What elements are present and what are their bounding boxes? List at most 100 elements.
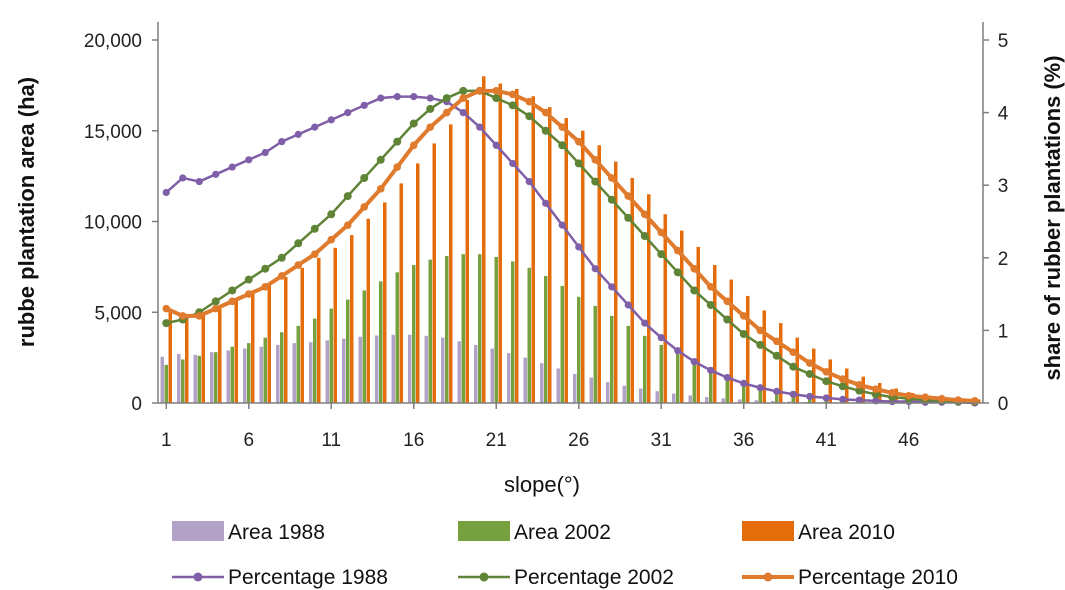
bar <box>379 281 383 403</box>
bar <box>655 391 659 403</box>
point <box>492 87 501 95</box>
point <box>426 123 435 131</box>
point <box>805 359 814 367</box>
bar <box>362 290 366 403</box>
point <box>244 290 253 298</box>
bar <box>412 265 416 403</box>
point <box>377 94 385 102</box>
x-tick-label: 36 <box>733 430 754 451</box>
legend-marker <box>193 572 203 582</box>
point <box>294 261 303 269</box>
bar <box>276 344 280 403</box>
bars-layer <box>160 76 981 404</box>
series-line <box>165 95 975 405</box>
point <box>673 268 682 277</box>
y-axis-left-title: rubbe plantation area (ha) <box>14 77 39 347</box>
legend-marker <box>763 572 773 582</box>
bar <box>589 377 593 403</box>
point <box>393 93 401 101</box>
bar <box>267 285 271 403</box>
point <box>245 156 253 164</box>
point <box>261 148 269 157</box>
point <box>228 163 236 171</box>
legend-item-line-2: Percentage 2002 <box>458 566 674 589</box>
bar <box>474 344 478 403</box>
legend-item-line-1: Percentage 1988 <box>172 566 388 589</box>
y-left-tick-label: 5,000 <box>94 303 142 324</box>
bar <box>709 370 713 403</box>
point <box>525 177 533 186</box>
bar <box>375 335 379 403</box>
point <box>459 94 468 102</box>
line-series-3 <box>162 87 979 405</box>
bar <box>432 143 436 403</box>
bar <box>894 388 898 403</box>
point <box>261 283 270 291</box>
bar <box>622 385 626 403</box>
point <box>327 235 336 244</box>
line-series-1 <box>162 93 979 407</box>
x-tick-label: 1 <box>161 430 172 451</box>
bar <box>977 399 981 403</box>
point <box>838 375 847 383</box>
point <box>904 391 913 400</box>
bar <box>185 314 189 403</box>
point <box>640 210 649 219</box>
point <box>360 101 368 109</box>
bar <box>779 323 783 403</box>
point <box>541 108 550 117</box>
x-axis-title: slope(°) <box>504 472 580 497</box>
point <box>525 97 534 106</box>
bar <box>399 183 403 403</box>
point <box>277 272 286 280</box>
bar <box>527 267 531 403</box>
bar <box>738 399 742 403</box>
bar <box>358 336 362 403</box>
point <box>393 137 402 146</box>
bar <box>680 230 684 403</box>
x-tick-label: 16 <box>403 430 424 451</box>
legend-marker <box>479 572 489 582</box>
lines-layer <box>162 86 979 407</box>
bar <box>791 393 795 403</box>
point <box>690 286 699 295</box>
bar <box>342 338 346 403</box>
bar <box>746 295 750 403</box>
point <box>426 104 435 113</box>
point <box>740 379 748 387</box>
legend-item-line-3: Percentage 2010 <box>742 566 958 589</box>
bar-series-1 <box>160 334 973 404</box>
point <box>327 116 335 124</box>
point <box>772 351 781 360</box>
bar <box>230 346 234 403</box>
point <box>179 174 187 182</box>
bar-series-2 <box>164 254 977 403</box>
bar <box>639 388 643 403</box>
point <box>937 394 946 403</box>
legend-label: Percentage 1988 <box>228 566 388 589</box>
point <box>855 381 864 389</box>
point <box>360 203 369 211</box>
x-tick-label: 41 <box>816 430 837 451</box>
legend-item-bar-1: Area 1988 <box>172 521 325 544</box>
point <box>690 264 699 273</box>
point <box>624 213 633 222</box>
point <box>211 297 220 306</box>
bar <box>441 337 445 403</box>
point <box>360 173 369 182</box>
bar <box>218 305 222 403</box>
point <box>508 101 517 110</box>
legend-item-bar-3: Area 2010 <box>742 521 895 544</box>
point <box>855 396 863 404</box>
bar <box>346 299 350 403</box>
legend-label: Area 2010 <box>798 521 895 544</box>
point <box>228 297 237 306</box>
bar <box>309 342 313 403</box>
point <box>542 199 550 207</box>
point <box>822 377 831 386</box>
bar <box>350 235 354 403</box>
bar <box>754 400 758 403</box>
point <box>558 123 567 131</box>
bar <box>795 337 799 403</box>
bar <box>280 332 284 403</box>
